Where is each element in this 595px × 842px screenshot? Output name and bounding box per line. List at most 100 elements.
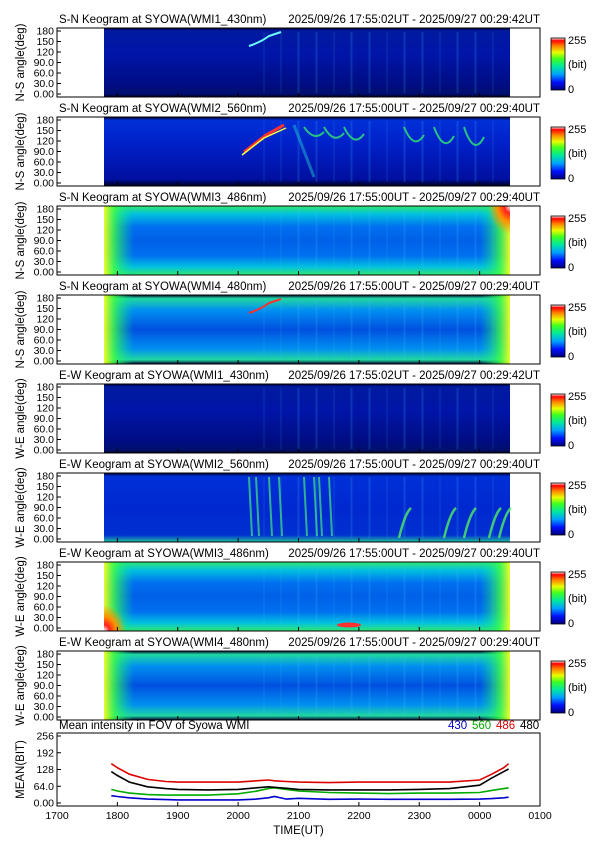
no-data-region: [57, 473, 104, 542]
x-tick-label: 2200: [347, 810, 371, 822]
y-tick-label: 120: [36, 403, 54, 415]
colorbar-max-label: 255: [568, 569, 586, 581]
colorbar-unit-label: (bit): [568, 326, 587, 338]
y-tick-label: 90.0: [34, 146, 55, 158]
y-tick-label: 90.0: [34, 57, 55, 69]
y-tick-label: 90.0: [34, 680, 55, 692]
y-tick-label: 150: [36, 214, 54, 226]
y-tick-label: 150: [36, 659, 54, 671]
y-tick-label: 180: [36, 115, 54, 127]
y-tick-label: 150: [36, 36, 54, 48]
x-tick-label: 2100: [287, 810, 311, 822]
y-tick-label: 60.0: [34, 68, 55, 80]
y-tick-label: 60.0: [34, 157, 55, 169]
y-tick-label: 120: [36, 136, 54, 148]
panel-time-range: 2025/09/26 17:55:00UT - 2025/09/27 00:29…: [288, 548, 540, 560]
twilight-glow-left: [104, 295, 134, 364]
y-tick-label: 30.0: [34, 523, 55, 535]
y-tick-label: 60.0: [34, 602, 55, 614]
y-tick-label: 256: [36, 731, 54, 743]
x-tick-label: 0100: [528, 810, 552, 822]
no-data-region: [57, 206, 104, 275]
auroral-band: [303, 126, 325, 137]
y-tick-label: 30.0: [34, 345, 55, 357]
panel-time-range: 2025/09/26 17:55:02UT - 2025/09/27 00:29…: [288, 370, 540, 382]
panel-time-range: 2025/09/26 17:55:00UT - 2025/09/27 00:29…: [288, 281, 540, 293]
y-tick-label: 180: [36, 26, 54, 38]
y-tick-label: 120: [36, 225, 54, 237]
auroral-band: [292, 124, 316, 178]
keogram-image: [104, 117, 510, 186]
legend-entry: 480: [520, 720, 539, 732]
auroral-band: [433, 126, 455, 145]
y-tick-label: 0.00: [34, 445, 55, 457]
colorbar-max-label: 255: [568, 391, 586, 403]
colorbar: [550, 571, 566, 625]
no-data-region: [57, 28, 104, 97]
x-tick-label: 2000: [226, 810, 250, 822]
y-tick-label: 90.0: [34, 324, 55, 336]
no-data-region: [57, 295, 104, 364]
y-tick-label: 150: [36, 392, 54, 404]
keogram-panel: S-N Keogram at SYOWA(WMI2_560nm) 2025/09/…: [15, 103, 587, 190]
panel-time-range: 2025/09/26 17:55:00UT - 2025/09/27 00:29…: [288, 192, 540, 204]
y-axis-label: MEAN(BIT): [15, 740, 27, 799]
panel-time-range: 2025/09/26 17:55:00UT - 2025/09/27 00:29…: [288, 459, 540, 471]
twilight-saturation: [104, 605, 126, 631]
keogram-panel: E-W Keogram at SYOWA(WMI1_430nm) 2025/09/…: [15, 370, 587, 459]
y-tick-label: 60.0: [34, 424, 55, 436]
colorbar-unit-label: (bit): [568, 504, 587, 516]
y-tick-label: 150: [36, 481, 54, 493]
series-line-430: [111, 794, 509, 801]
colorbar: [550, 393, 566, 447]
y-tick-label: 120: [36, 670, 54, 682]
auroral-band: [487, 507, 502, 539]
keogram-image: [104, 28, 510, 97]
keogram-image: [104, 295, 510, 364]
colorbar-max-label: 255: [568, 480, 586, 492]
keogram-panel: S-N Keogram at SYOWA(WMI1_430nm) 2025/09/…: [15, 14, 587, 101]
keogram-image: [104, 562, 510, 631]
auroral-band: [278, 476, 283, 537]
colorbar-min-label: 0: [568, 173, 574, 185]
x-axis-label: TIME(UT): [273, 825, 324, 837]
auroral-band: [462, 507, 477, 539]
auroral-band: [313, 476, 318, 537]
y-tick-label: 30.0: [34, 78, 55, 90]
plot-frame: [56, 732, 541, 807]
panel-title: S-N Keogram at SYOWA(WMI4_480nm): [59, 281, 266, 293]
y-axis-label: W-E angle(deg): [15, 378, 27, 458]
y-axis-label: N-S angle(deg): [15, 112, 27, 190]
y-tick-label: 64.0: [34, 781, 55, 793]
colorbar-min-label: 0: [568, 351, 574, 363]
twilight-saturation: [488, 206, 510, 234]
keogram-image: [104, 384, 510, 453]
legend-entry: 560: [472, 720, 491, 732]
x-tick-label: 1700: [45, 810, 69, 822]
colorbar-min-label: 0: [568, 440, 574, 452]
auroral-band: [403, 126, 425, 143]
keogram-panel: S-N Keogram at SYOWA(WMI3_486nm) 2025/09/…: [15, 192, 587, 279]
colorbar-unit-label: (bit): [568, 237, 587, 249]
no-data-region: [57, 117, 104, 186]
y-tick-label: 180: [36, 649, 54, 661]
no-data-region: [57, 562, 104, 631]
y-tick-label: 120: [36, 314, 54, 326]
y-tick-label: 0.00: [34, 534, 55, 546]
y-tick-label: 90.0: [34, 591, 55, 603]
colorbar: [550, 126, 566, 180]
y-tick-label: 150: [36, 303, 54, 315]
y-tick-label: 60.0: [34, 513, 55, 525]
auroral-band: [268, 476, 273, 537]
y-axis-label: W-E angle(deg): [15, 467, 27, 547]
bright-spot: [337, 622, 361, 628]
y-tick-label: 180: [36, 382, 54, 394]
y-tick-label: 180: [36, 204, 54, 216]
auroral-band: [255, 476, 260, 537]
y-tick-label: 90.0: [34, 502, 55, 514]
auroral-band: [442, 507, 457, 539]
panel-title: E-W Keogram at SYOWA(WMI2_560nm): [59, 459, 269, 471]
panel-title: E-W Keogram at SYOWA(WMI3_486nm): [59, 548, 269, 560]
auroral-band: [497, 507, 512, 539]
